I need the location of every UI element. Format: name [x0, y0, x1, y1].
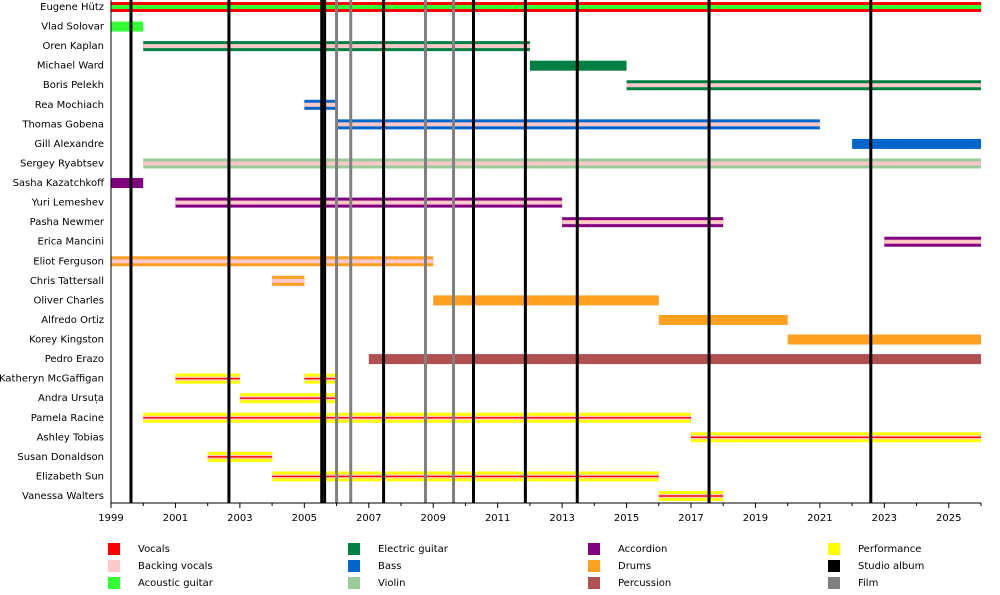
member-bar — [111, 178, 144, 189]
legend-swatch — [588, 577, 600, 589]
member-name: Vanessa Walters — [22, 491, 104, 502]
legend-swatch — [348, 560, 360, 572]
x-tick-label: 2015 — [614, 513, 639, 524]
member-name: Oliver Charles — [34, 295, 105, 306]
member-name: Ashley Tobias — [37, 432, 104, 443]
member-bar — [175, 200, 563, 205]
legend-label: Backing vocals — [138, 561, 213, 572]
legend-swatch — [108, 577, 120, 589]
legend-label: Film — [858, 578, 878, 589]
legend-swatch — [828, 560, 840, 572]
x-tick-label: 2025 — [936, 513, 961, 524]
member-bar — [691, 436, 981, 439]
member-name: Korey Kingston — [29, 335, 104, 346]
member-name: Erica Mancini — [38, 237, 105, 248]
legend-swatch — [588, 560, 600, 572]
member-bar — [884, 239, 981, 244]
legend-label: Drums — [618, 561, 651, 572]
member-name: Rea Mochiach — [35, 100, 104, 111]
legend-label: Performance — [858, 544, 921, 555]
legend-swatch — [588, 543, 600, 555]
member-bar — [239, 397, 337, 399]
x-tick-label: 2009 — [420, 513, 445, 524]
member-bar — [368, 354, 981, 365]
member-bar — [207, 456, 273, 458]
member-bar — [562, 220, 724, 225]
legend-label: Acoustic guitar — [138, 578, 214, 589]
member-name: Elizabeth Sun — [36, 471, 104, 482]
x-tick-label: 2003 — [227, 513, 252, 524]
legend-label: Violin — [378, 578, 405, 589]
member-bar — [272, 278, 305, 283]
member-bar — [111, 21, 144, 32]
member-name: Boris Pelekh — [43, 80, 104, 91]
member-name: Sasha Kazatchkoff — [13, 178, 106, 189]
member-name: Vlad Solovar — [41, 22, 105, 33]
member-bar — [272, 475, 659, 478]
legend-swatch — [348, 543, 360, 555]
member-name: Katheryn McGaffigan — [0, 374, 104, 385]
member-bar — [433, 295, 659, 306]
member-name: Pamela Racine — [31, 413, 104, 424]
x-tick-label: 2017 — [678, 513, 703, 524]
member-name: Yuri Lemeshev — [31, 198, 105, 209]
x-tick-label: 2021 — [807, 513, 832, 524]
x-tick-label: 1999 — [98, 513, 123, 524]
member-bar — [143, 417, 691, 419]
member-name: Eliot Ferguson — [33, 256, 104, 267]
member-bar — [111, 5, 981, 9]
member-bar — [111, 259, 434, 264]
legend-label: Electric guitar — [378, 544, 449, 555]
member-name: Gill Alexandre — [34, 139, 104, 150]
member-bar — [852, 138, 981, 149]
legend-swatch — [828, 543, 840, 555]
member-name: Alfredo Ortiz — [41, 315, 104, 326]
legend-label: Studio album — [858, 561, 924, 572]
member-bar — [787, 334, 981, 345]
member-name: Susan Donaldson — [17, 452, 104, 463]
member-bar — [175, 377, 240, 380]
x-tick-label: 2013 — [549, 513, 574, 524]
member-name: Chris Tattersall — [30, 276, 104, 287]
member-name: Eugene Hütz — [40, 2, 104, 13]
x-tick-label: 2007 — [356, 513, 381, 524]
legend-swatch — [108, 543, 120, 555]
x-tick-label: 2011 — [485, 513, 510, 524]
member-name: Thomas Gobena — [21, 119, 104, 130]
legend-swatch — [828, 577, 840, 589]
member-bar — [658, 314, 788, 325]
legend-label: Percussion — [618, 578, 671, 589]
member-bar — [143, 161, 981, 166]
member-name: Andra Ursuța — [38, 393, 104, 404]
legend-swatch — [348, 577, 360, 589]
legend-swatch — [108, 560, 120, 572]
member-name: Pedro Erazo — [45, 354, 104, 365]
member-bar — [626, 83, 981, 88]
legend-label: Bass — [378, 561, 401, 572]
member-name: Michael Ward — [37, 61, 104, 72]
member-bar — [658, 495, 724, 497]
member-name: Oren Kaplan — [42, 41, 104, 52]
legend-label: Vocals — [138, 544, 170, 555]
x-tick-label: 2023 — [872, 513, 897, 524]
legend-label: Accordion — [618, 544, 667, 555]
member-name: Pasha Newmer — [30, 217, 105, 228]
member-name: Sergey Ryabtsev — [20, 158, 104, 169]
x-tick-label: 2005 — [292, 513, 317, 524]
x-tick-label: 2019 — [743, 513, 768, 524]
x-tick-label: 2001 — [163, 513, 188, 524]
